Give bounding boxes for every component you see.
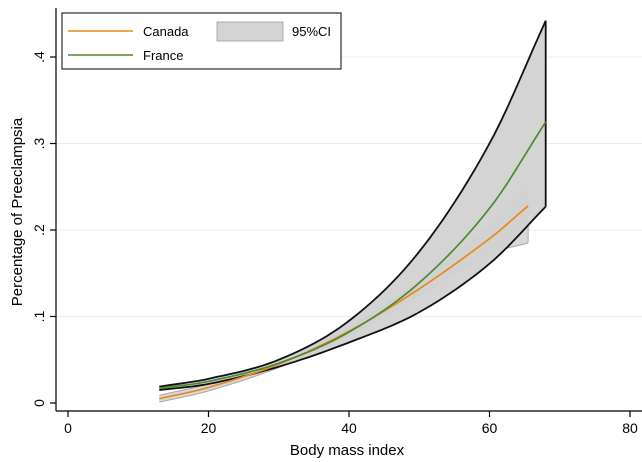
ci-lower-edge-france bbox=[159, 205, 547, 391]
y-tick-label-4: .4 bbox=[31, 51, 47, 63]
legend-label-france: France bbox=[143, 48, 183, 63]
x-tick-label-4: 80 bbox=[622, 420, 638, 436]
y-tick-label-3: .3 bbox=[31, 137, 47, 149]
x-tick-label-0: 0 bbox=[64, 420, 72, 436]
legend: Canada 95%CI France bbox=[61, 12, 342, 70]
ci-upper-edge-france bbox=[159, 20, 547, 388]
x-axis-title: Body mass index bbox=[290, 442, 405, 459]
series-line-france bbox=[159, 121, 547, 390]
confidence-bands bbox=[159, 20, 547, 403]
legend-box bbox=[61, 12, 342, 70]
legend-swatch-ci bbox=[216, 21, 284, 42]
x-tick-label-3: 60 bbox=[482, 420, 498, 436]
legend-label-ci: 95%CI bbox=[292, 24, 331, 39]
y-axis-title: Percentage of Preeclampsia bbox=[9, 117, 26, 306]
x-tick-label-1: 20 bbox=[201, 420, 217, 436]
x-tick-label-2: 40 bbox=[341, 420, 357, 436]
y-tick-label-1: .1 bbox=[31, 310, 47, 322]
series-lines bbox=[159, 121, 547, 400]
y-tick-label-2: .2 bbox=[31, 224, 47, 236]
axes: 0 20 40 60 80 0 .1 .2 .3 .4 bbox=[31, 8, 642, 436]
series-line-canada bbox=[159, 205, 529, 400]
y-tick-label-0: 0 bbox=[31, 399, 47, 407]
ci-band-france bbox=[159, 20, 546, 390]
legend-label-canada: Canada bbox=[143, 24, 189, 39]
